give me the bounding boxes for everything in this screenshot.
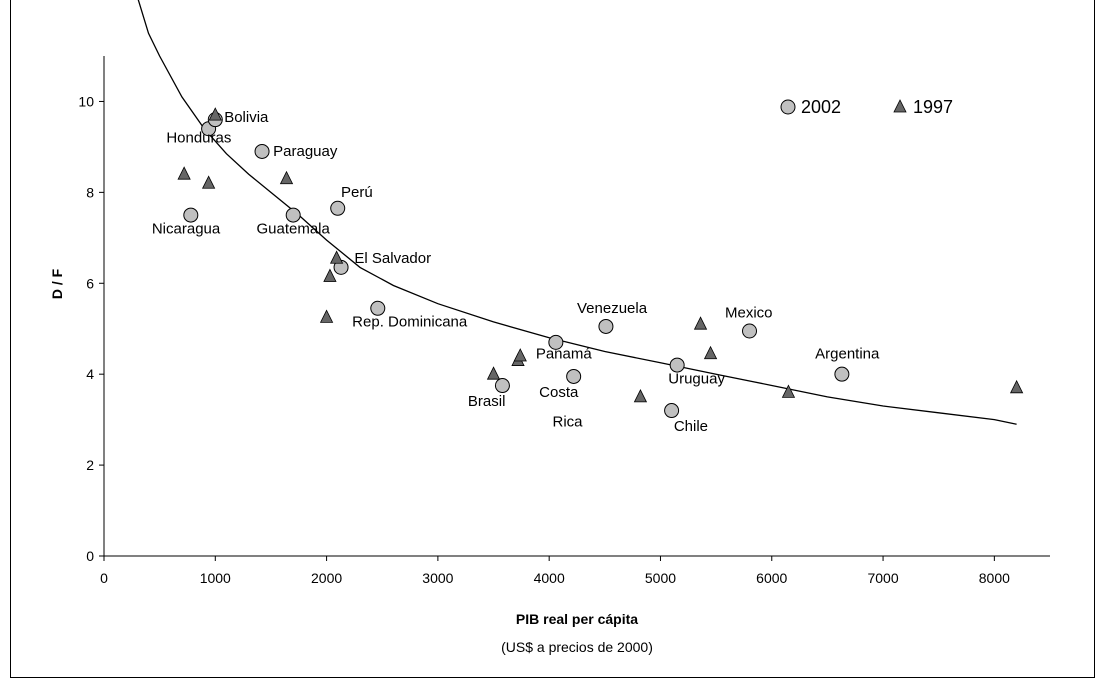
annotations: Bolivia Honduras Paraguay Perú Nicaragua Guat… bbox=[152, 109, 880, 435]
annotation-label: Rep. Dominicana bbox=[352, 313, 468, 330]
point-2002 bbox=[370, 300, 386, 316]
point-2002 bbox=[183, 207, 199, 223]
x-tick-label: 2000 bbox=[311, 570, 342, 586]
legend-marker-1997 bbox=[893, 99, 907, 113]
y-axis-title: D / F bbox=[49, 268, 65, 299]
annotation-label: Bolivia bbox=[224, 109, 269, 126]
annotation-label: Argentina bbox=[815, 345, 880, 362]
legend-label-1997: 1997 bbox=[913, 97, 953, 117]
point-2002 bbox=[598, 318, 614, 334]
x-tick-label: 1000 bbox=[200, 570, 231, 586]
annotation-label: Perú bbox=[341, 184, 373, 201]
legend-label-2002: 2002 bbox=[801, 97, 841, 117]
x-tick-label: 6000 bbox=[756, 570, 787, 586]
point-2002 bbox=[742, 323, 758, 339]
y-tick-label: 8 bbox=[86, 184, 94, 200]
x-tick-label: 4000 bbox=[534, 570, 565, 586]
point-2002 bbox=[330, 200, 346, 216]
y-tick-label: 0 bbox=[86, 548, 94, 564]
point-1997 bbox=[329, 250, 344, 264]
annotation-label: Rica bbox=[553, 413, 584, 430]
legend: 2002 1997 bbox=[780, 97, 953, 117]
annotation-label: El Salvador bbox=[354, 250, 431, 267]
y-tick-label: 10 bbox=[78, 93, 94, 109]
point-2002 bbox=[494, 378, 510, 394]
x-tick-label: 7000 bbox=[867, 570, 898, 586]
annotation-label: Venezuela bbox=[577, 300, 648, 317]
y-tick-label: 2 bbox=[86, 457, 94, 473]
annotation-label: Panamá bbox=[536, 345, 593, 362]
point-1997 bbox=[201, 175, 216, 189]
point-2002 bbox=[548, 334, 564, 350]
x-axis-title: PIB real per cápita bbox=[516, 611, 638, 627]
x-tick-label: 8000 bbox=[979, 570, 1010, 586]
point-1997 bbox=[781, 384, 796, 398]
point-1997 bbox=[633, 389, 648, 403]
point-1997 bbox=[693, 316, 708, 330]
annotation-label: Brasil bbox=[468, 393, 506, 410]
x-tick-label: 0 bbox=[100, 570, 108, 586]
point-2002 bbox=[285, 207, 301, 223]
x-tick-label: 5000 bbox=[645, 570, 676, 586]
point-1997 bbox=[513, 348, 527, 362]
trend-curve-layer bbox=[137, 0, 1017, 425]
point-1997 bbox=[323, 268, 337, 282]
point-1997 bbox=[279, 170, 294, 185]
point-1997 bbox=[177, 166, 191, 180]
annotation-label: Mexico bbox=[725, 304, 773, 321]
y-tick-label: 4 bbox=[86, 366, 94, 382]
point-2002 bbox=[834, 366, 850, 382]
annotation-label: Chile bbox=[674, 418, 708, 435]
annotation-label: Nicaragua bbox=[152, 220, 221, 237]
annotation-label: Honduras bbox=[166, 129, 231, 146]
point-2002 bbox=[566, 368, 582, 384]
y-tick-label: 6 bbox=[86, 275, 94, 291]
data-marks bbox=[177, 107, 1024, 419]
x-axis-subtitle: (US$ a precios de 2000) bbox=[501, 639, 653, 655]
point-1997 bbox=[208, 107, 222, 121]
point-1997 bbox=[1009, 379, 1024, 394]
point-2002 bbox=[669, 357, 685, 373]
x-tick-label: 3000 bbox=[422, 570, 453, 586]
point-1997 bbox=[319, 309, 334, 323]
legend-marker-2002 bbox=[780, 99, 796, 115]
point-1997 bbox=[486, 366, 501, 380]
annotation-label: Uruguay bbox=[668, 370, 725, 387]
axes: 0 2 4 6 8 10 0 1000 2000 3000 4000 5000 6000 7000 8000 bbox=[78, 56, 1050, 586]
annotation-label: Guatemala bbox=[256, 220, 330, 237]
annotation-label: Paraguay bbox=[273, 143, 338, 160]
point-2002 bbox=[254, 143, 270, 159]
trend-curve bbox=[137, 0, 1017, 425]
point-2002 bbox=[664, 403, 680, 419]
point-1997 bbox=[703, 345, 718, 360]
annotation-label: Costa bbox=[539, 384, 579, 401]
